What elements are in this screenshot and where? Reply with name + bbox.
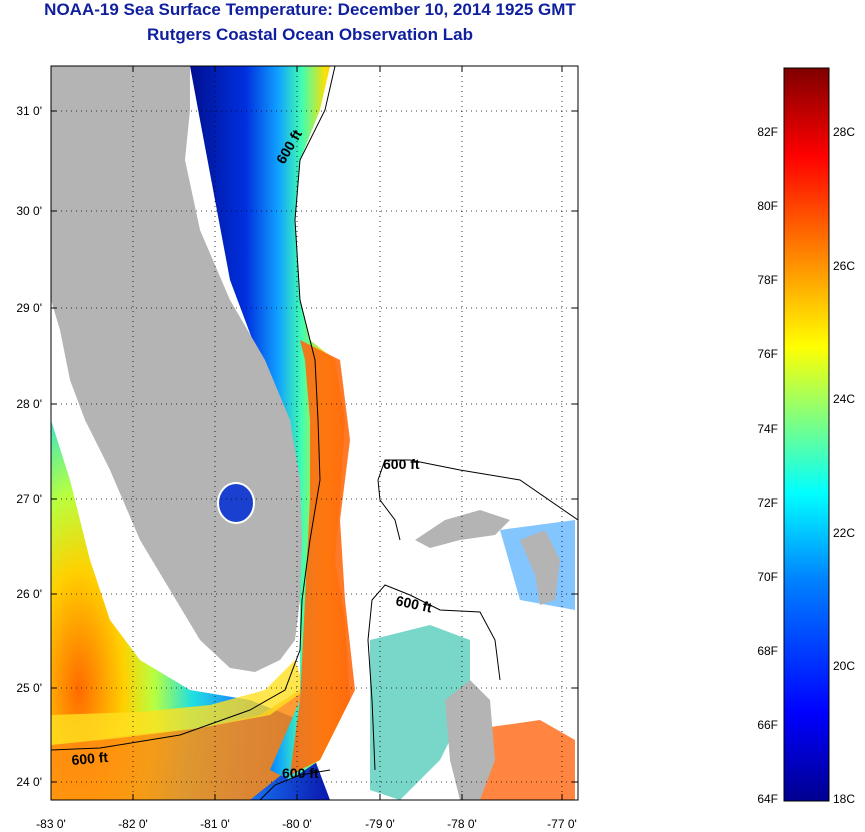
- gulf-stream-warm: [290, 340, 355, 775]
- colorbar-celsius-label: 20C: [833, 659, 855, 673]
- latitude-tick-label: 28 0': [16, 397, 42, 411]
- gulf-yellow-band: [51, 660, 305, 745]
- colorbar-celsius-labels: 28C 26C 24C 22C 20C 18C: [833, 125, 855, 806]
- longitude-tick-label: -82 0': [118, 817, 148, 831]
- latitude-tick-label: 30 0': [16, 204, 42, 218]
- colorbar-fahrenheit-label: 72F: [757, 496, 778, 510]
- lake-okeechobee: [217, 482, 255, 524]
- contour-600ft-little-bahama: [377, 459, 578, 541]
- longitude-tick-label: -80 0': [282, 817, 312, 831]
- colorbar-celsius-label: 24C: [833, 392, 855, 406]
- andros-land: [445, 680, 495, 800]
- colorbar: [783, 67, 830, 802]
- colorbar-fahrenheit-label: 78F: [757, 273, 778, 287]
- contour-600ft-south: [259, 769, 331, 800]
- map-title: NOAA-19 Sea Surface Temperature: Decembe…: [44, 0, 576, 19]
- colorbar-fahrenheit-label: 80F: [757, 199, 778, 213]
- longitude-tick-label: -81 0': [200, 817, 230, 831]
- map-subtitle: Rutgers Coastal Ocean Observation Lab: [147, 25, 473, 44]
- contour-600ft-east-florida: [51, 66, 336, 751]
- colorbar-fahrenheit-label: 64F: [757, 792, 778, 806]
- latitude-axis-labels: 24 0' 25 0' 26 0' 27 0' 28 0' 29 0' 30 0' 31 0': [16, 104, 42, 789]
- colorbar-fahrenheit-label: 66F: [757, 718, 778, 732]
- longitude-tick-label: -77 0': [547, 817, 577, 831]
- abaco-land: [520, 530, 560, 605]
- colorbar-fahrenheit-label: 74F: [757, 422, 778, 436]
- contour-label-south: 600 ft: [282, 765, 319, 781]
- colorbar-celsius-label: 28C: [833, 125, 855, 139]
- colorbar-celsius-label: 26C: [833, 259, 855, 273]
- longitude-tick-label: -83 0': [36, 817, 66, 831]
- colorbar-celsius-label: 18C: [833, 792, 855, 806]
- colorbar-fahrenheit-labels: 82F 80F 78F 76F 74F 72F 70F 68F 66F 64F: [757, 125, 778, 806]
- southeast-warm-patch: [470, 720, 575, 800]
- latitude-tick-label: 29 0': [16, 301, 42, 315]
- map-area: 600 ft 600 ft 600 ft 600 ft 600 ft: [51, 66, 578, 800]
- latitude-tick-label: 25 0': [16, 681, 42, 695]
- bahamas-sst-patches: [370, 625, 470, 800]
- latitude-tick-label: 27 0': [16, 492, 42, 506]
- axis-ticks: [50, 66, 578, 800]
- contour-600ft-great-bahama: [367, 584, 501, 771]
- latitude-tick-label: 31 0': [16, 104, 42, 118]
- colorbar-fahrenheit-label: 76F: [757, 347, 778, 361]
- contour-label-gulf: 600 ft: [71, 749, 109, 768]
- contour-label-great-bahama: 600 ft: [394, 592, 433, 615]
- longitude-axis-labels: -83 0' -82 0' -81 0' -80 0' -79 0' -78 0' -77 …: [36, 817, 577, 831]
- contour-label-little-bahama: 600 ft: [383, 456, 420, 472]
- longitude-tick-label: -78 0': [447, 817, 477, 831]
- colorbar-celsius-label: 22C: [833, 526, 855, 540]
- grand-bahama-land: [415, 510, 510, 548]
- latitude-tick-label: 26 0': [16, 587, 42, 601]
- map-frame: [50, 65, 579, 801]
- colorbar-fahrenheit-label: 68F: [757, 644, 778, 658]
- longitude-tick-label: -79 0': [365, 817, 395, 831]
- latitude-tick-label: 24 0': [16, 775, 42, 789]
- colorbar-fahrenheit-label: 70F: [757, 570, 778, 584]
- colorbar-fahrenheit-label: 82F: [757, 125, 778, 139]
